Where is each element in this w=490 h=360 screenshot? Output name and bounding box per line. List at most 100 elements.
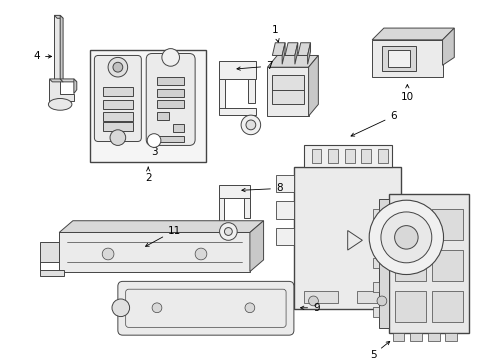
Bar — [219, 61, 256, 79]
FancyBboxPatch shape — [95, 55, 141, 141]
Bar — [219, 79, 225, 113]
Bar — [388, 50, 410, 67]
Bar — [394, 250, 426, 282]
Circle shape — [377, 296, 387, 306]
Circle shape — [147, 134, 161, 147]
Polygon shape — [268, 55, 318, 67]
Polygon shape — [54, 15, 63, 18]
Polygon shape — [59, 221, 264, 233]
Circle shape — [220, 223, 237, 240]
Bar — [91, 50, 206, 162]
Bar — [157, 77, 184, 85]
Bar — [358, 291, 392, 303]
Bar — [103, 100, 132, 109]
Circle shape — [245, 303, 255, 313]
Bar — [362, 149, 371, 163]
Polygon shape — [309, 55, 318, 116]
Circle shape — [102, 248, 114, 260]
Polygon shape — [250, 221, 264, 271]
Polygon shape — [59, 233, 250, 271]
Text: 10: 10 — [401, 85, 414, 102]
Circle shape — [195, 248, 207, 260]
Bar — [276, 201, 294, 219]
Bar — [392, 333, 404, 341]
Bar — [272, 75, 304, 104]
Circle shape — [381, 212, 432, 263]
Bar — [103, 112, 132, 121]
FancyBboxPatch shape — [146, 54, 195, 145]
Polygon shape — [40, 242, 64, 275]
Polygon shape — [308, 43, 311, 64]
Polygon shape — [74, 79, 77, 94]
Bar — [219, 185, 250, 198]
Bar — [432, 250, 463, 282]
Circle shape — [162, 49, 179, 66]
Bar — [304, 291, 338, 303]
Bar — [172, 124, 184, 132]
Polygon shape — [298, 43, 311, 55]
Bar — [410, 333, 422, 341]
Text: 2: 2 — [145, 167, 151, 183]
Bar — [379, 199, 389, 328]
Bar — [294, 167, 401, 309]
Polygon shape — [272, 43, 285, 55]
Polygon shape — [285, 43, 298, 55]
Text: 3: 3 — [151, 141, 157, 157]
Bar — [432, 291, 463, 323]
Text: 6: 6 — [351, 111, 397, 136]
Bar — [304, 145, 392, 167]
Circle shape — [113, 62, 123, 72]
Polygon shape — [60, 15, 63, 82]
Bar — [103, 87, 132, 95]
Text: 11: 11 — [146, 225, 181, 246]
Text: 9: 9 — [300, 303, 319, 313]
Bar — [373, 282, 379, 292]
Text: 7: 7 — [237, 61, 273, 71]
Bar — [276, 175, 294, 192]
Bar — [157, 100, 184, 108]
Bar — [382, 46, 416, 71]
Text: 1: 1 — [272, 25, 279, 42]
Circle shape — [309, 296, 318, 306]
Bar — [372, 40, 442, 77]
Bar — [328, 149, 338, 163]
Bar — [432, 209, 463, 240]
Circle shape — [224, 228, 232, 235]
Circle shape — [152, 303, 162, 313]
Polygon shape — [60, 79, 77, 82]
Bar — [389, 194, 469, 333]
Circle shape — [112, 299, 129, 316]
Circle shape — [110, 130, 126, 145]
Bar — [428, 333, 440, 341]
Bar — [373, 307, 379, 316]
Bar — [103, 122, 132, 131]
Bar — [394, 291, 426, 323]
Bar — [373, 209, 379, 219]
Text: 5: 5 — [370, 341, 390, 360]
Polygon shape — [442, 28, 454, 65]
Polygon shape — [49, 79, 63, 82]
FancyBboxPatch shape — [118, 282, 294, 335]
Text: 4: 4 — [33, 51, 51, 62]
Bar — [276, 228, 294, 245]
Bar — [157, 136, 184, 141]
Circle shape — [246, 120, 256, 130]
Circle shape — [108, 57, 127, 77]
Polygon shape — [49, 79, 74, 102]
Bar — [312, 149, 321, 163]
Polygon shape — [282, 43, 285, 64]
Circle shape — [369, 200, 443, 275]
Text: 8: 8 — [242, 184, 283, 193]
Polygon shape — [295, 43, 298, 64]
Bar — [248, 79, 255, 103]
Polygon shape — [268, 67, 309, 116]
Bar — [445, 333, 457, 341]
Circle shape — [241, 115, 261, 135]
Circle shape — [394, 226, 418, 249]
Bar — [157, 89, 184, 96]
Polygon shape — [372, 28, 454, 40]
Bar — [373, 233, 379, 243]
Bar — [219, 108, 256, 115]
Bar — [373, 258, 379, 268]
Ellipse shape — [49, 99, 72, 110]
